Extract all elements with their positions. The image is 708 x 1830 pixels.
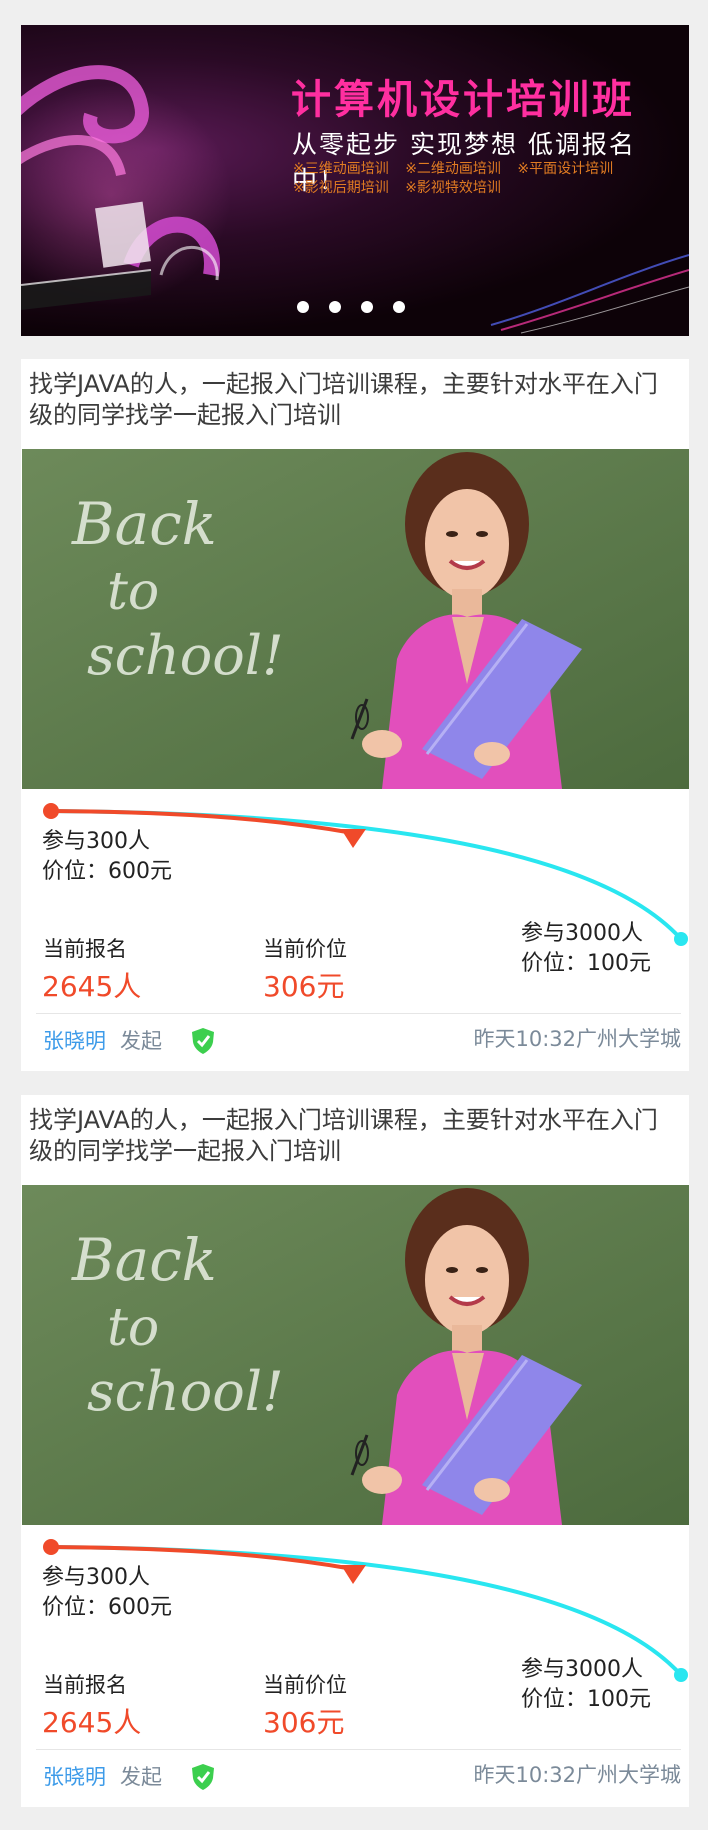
- start-price-label: 价位：600元: [42, 1595, 172, 1620]
- teacher-photo: Back to school!: [22, 449, 689, 789]
- author-name[interactable]: 张晓明: [43, 1765, 106, 1789]
- card-divider: [36, 1013, 681, 1014]
- chalk-writing: school!: [87, 1360, 284, 1423]
- card-photo[interactable]: Back to school!: [22, 449, 689, 789]
- banner-course-item: ※平面设计培训: [517, 161, 614, 177]
- end-price-label: 价位：100元: [521, 951, 651, 976]
- price-curve: [43, 1539, 688, 1682]
- start-dot: [43, 803, 59, 819]
- card-photo[interactable]: Back to school!: [22, 1185, 689, 1525]
- current-price-value: 306元: [263, 970, 345, 1003]
- post-meta: 昨天10:32广州大学城: [473, 1763, 681, 1787]
- banner-artwork: [21, 65, 689, 334]
- carousel-dot[interactable]: [297, 301, 309, 313]
- banner-course-item: ※二维动画培训: [405, 161, 501, 177]
- card-title[interactable]: 找学JAVA的人，一起报入门培训课程，主要针对水平在入门级的同学找学一起报入门培…: [29, 1106, 658, 1165]
- price-curve: [43, 803, 688, 946]
- carousel-dot[interactable]: [329, 301, 341, 313]
- banner-subtitle: 从零起步 实现梦想 低调报名中！: [292, 130, 636, 195]
- triangle-down-icon: [341, 829, 366, 848]
- current-signup-value: 2645人: [42, 970, 142, 1003]
- price-progress: 参与300人 价位：600元 参与3000人 价位：100元: [21, 789, 689, 976]
- promo-banner[interactable]: 计算机设计培训班 从零起步 实现梦想 低调报名中！ ※三维动画培训 ※二维动画培…: [21, 25, 689, 336]
- banner-course-list: ※三维动画培训 ※二维动画培训 ※平面设计培训 ※影视后期培训 ※影视特效培训: [293, 160, 689, 198]
- current-price-label: 当前价位: [263, 937, 347, 961]
- current-signup-label: 当前报名: [43, 1673, 127, 1697]
- card-title[interactable]: 找学JAVA的人，一起报入门培训课程，主要针对水平在入门级的同学找学一起报入门培…: [29, 370, 658, 429]
- price-progress: 参与300人 价位：600元 参与3000人 价位：100元: [21, 1525, 689, 1712]
- carousel-dot[interactable]: [393, 301, 405, 313]
- current-signup-value: 2645人: [42, 1706, 142, 1739]
- start-price-label: 价位：600元: [42, 859, 172, 884]
- filled-track-line: [50, 809, 354, 835]
- start-dot: [43, 1539, 59, 1555]
- group-buy-card[interactable]: 找学JAVA的人，一起报入门培训课程，主要针对水平在入门级的同学找学一起报入门培…: [21, 359, 689, 1071]
- shield-check-icon: [192, 1028, 214, 1054]
- current-signup-label: 当前报名: [43, 937, 127, 961]
- end-people-label: 参与3000人: [521, 1657, 643, 1682]
- triangle-down-icon: [341, 1565, 366, 1584]
- end-people-label: 参与3000人: [521, 921, 643, 946]
- banner-title: 计算机设计培训班: [291, 77, 635, 123]
- initiated-label: 发起: [120, 1029, 162, 1053]
- banner-course-item: ※影视特效培训: [405, 180, 501, 196]
- chalk-writing: to: [107, 1298, 159, 1358]
- banner-course-item: ※三维动画培训: [293, 161, 389, 177]
- post-meta: 昨天10:32广州大学城: [473, 1027, 681, 1051]
- shield-check-icon: [192, 1764, 214, 1790]
- carousel-dot[interactable]: [361, 301, 373, 313]
- end-dot: [674, 1668, 688, 1682]
- end-price-label: 价位：100元: [521, 1687, 651, 1712]
- chalk-writing: school!: [87, 624, 284, 687]
- banner-course-item: ※影视后期培训: [293, 180, 389, 196]
- teacher-photo: Back to school!: [22, 1185, 689, 1525]
- chalk-writing: to: [107, 562, 159, 622]
- current-price-value: 306元: [263, 1706, 345, 1739]
- end-dot: [674, 932, 688, 946]
- group-buy-card[interactable]: 找学JAVA的人，一起报入门培训课程，主要针对水平在入门级的同学找学一起报入门培…: [21, 1095, 689, 1807]
- initiated-label: 发起: [120, 1765, 162, 1789]
- chalk-writing: Back: [71, 490, 217, 558]
- filled-track-line: [50, 1545, 354, 1571]
- card-divider: [36, 1749, 681, 1750]
- start-people-label: 参与300人: [42, 829, 150, 854]
- start-people-label: 参与300人: [42, 1565, 150, 1590]
- chalk-writing: Back: [71, 1226, 217, 1294]
- author-name[interactable]: 张晓明: [43, 1029, 106, 1053]
- current-price-label: 当前价位: [263, 1673, 347, 1697]
